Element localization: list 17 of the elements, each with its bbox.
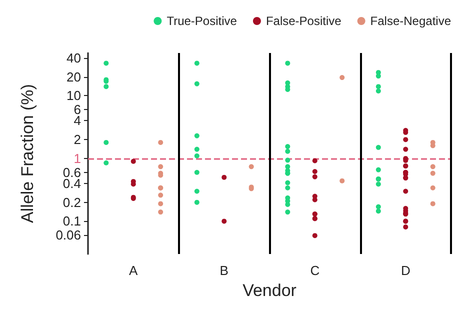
legend-label: True-Positive	[166, 14, 238, 28]
y-tick-label: 0.2	[62, 194, 81, 210]
y-tick-label: 40	[66, 50, 81, 66]
y-axis-title: Allele Fraction (%)	[18, 84, 37, 223]
x-tick-label: A	[129, 263, 138, 278]
y-tick-label: 10	[66, 88, 81, 104]
y-tick-label: 0.1	[62, 214, 81, 229]
y-tick-label: 2	[74, 132, 81, 148]
y-tick-label: 20	[66, 69, 81, 84]
x-tick-label: B	[220, 263, 228, 278]
x-tick-label: D	[400, 263, 410, 278]
legend-label: False-Negative	[370, 14, 452, 28]
y-tick-label: 1	[74, 150, 81, 166]
legend-label: False-Positive	[266, 14, 342, 28]
y-tick-label: 0.06	[56, 228, 81, 243]
x-tick-label: C	[310, 263, 320, 278]
x-axis-title: Vendor	[242, 281, 297, 300]
